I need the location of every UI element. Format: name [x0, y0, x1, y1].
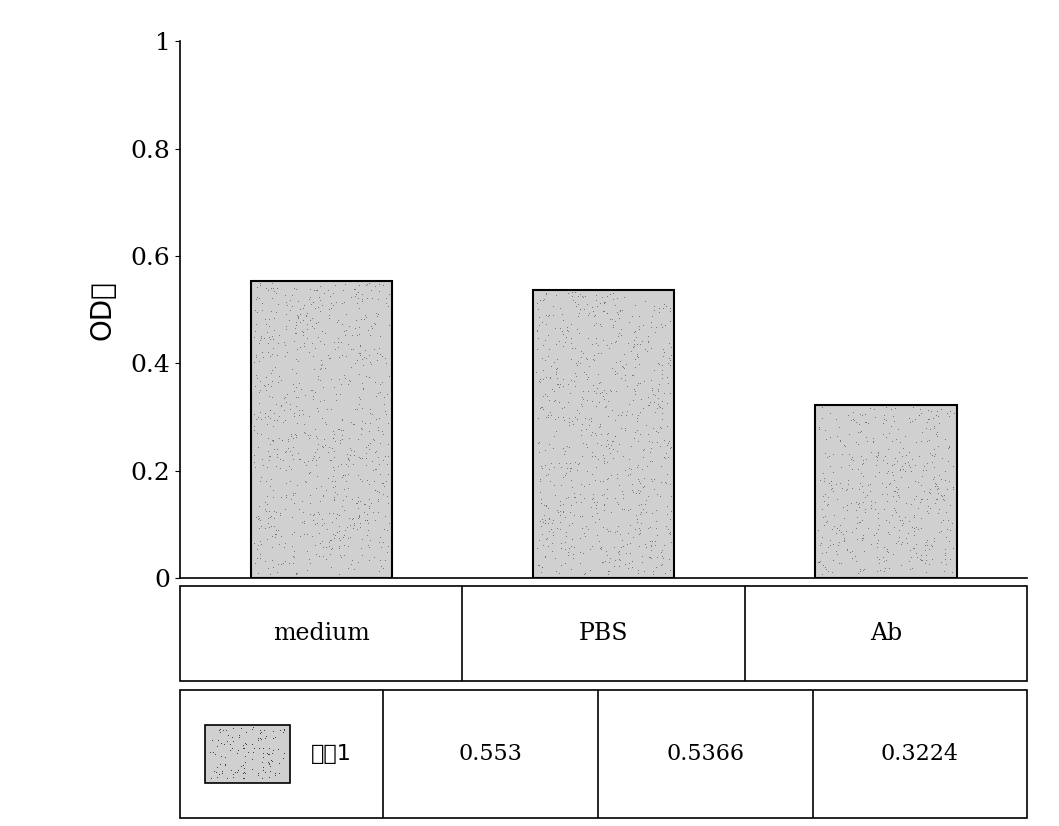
Y-axis label: OD値: OD値: [89, 280, 116, 339]
Bar: [533, 290, 675, 578]
Text: PBS: PBS: [579, 623, 628, 645]
Bar: [205, 725, 290, 782]
Text: 系列1: 系列1: [311, 743, 353, 764]
Text: Ab: Ab: [869, 623, 902, 645]
Text: 0.553: 0.553: [459, 743, 522, 765]
Bar: [815, 405, 956, 578]
Text: 0.3224: 0.3224: [881, 743, 958, 765]
Text: 0.5366: 0.5366: [666, 743, 744, 765]
Text: medium: medium: [273, 623, 370, 645]
Bar: [251, 282, 392, 578]
